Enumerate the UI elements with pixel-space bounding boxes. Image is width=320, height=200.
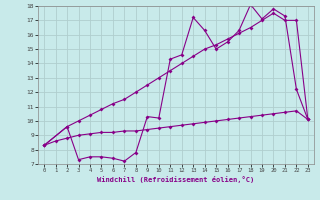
X-axis label: Windchill (Refroidissement éolien,°C): Windchill (Refroidissement éolien,°C) xyxy=(97,176,255,183)
